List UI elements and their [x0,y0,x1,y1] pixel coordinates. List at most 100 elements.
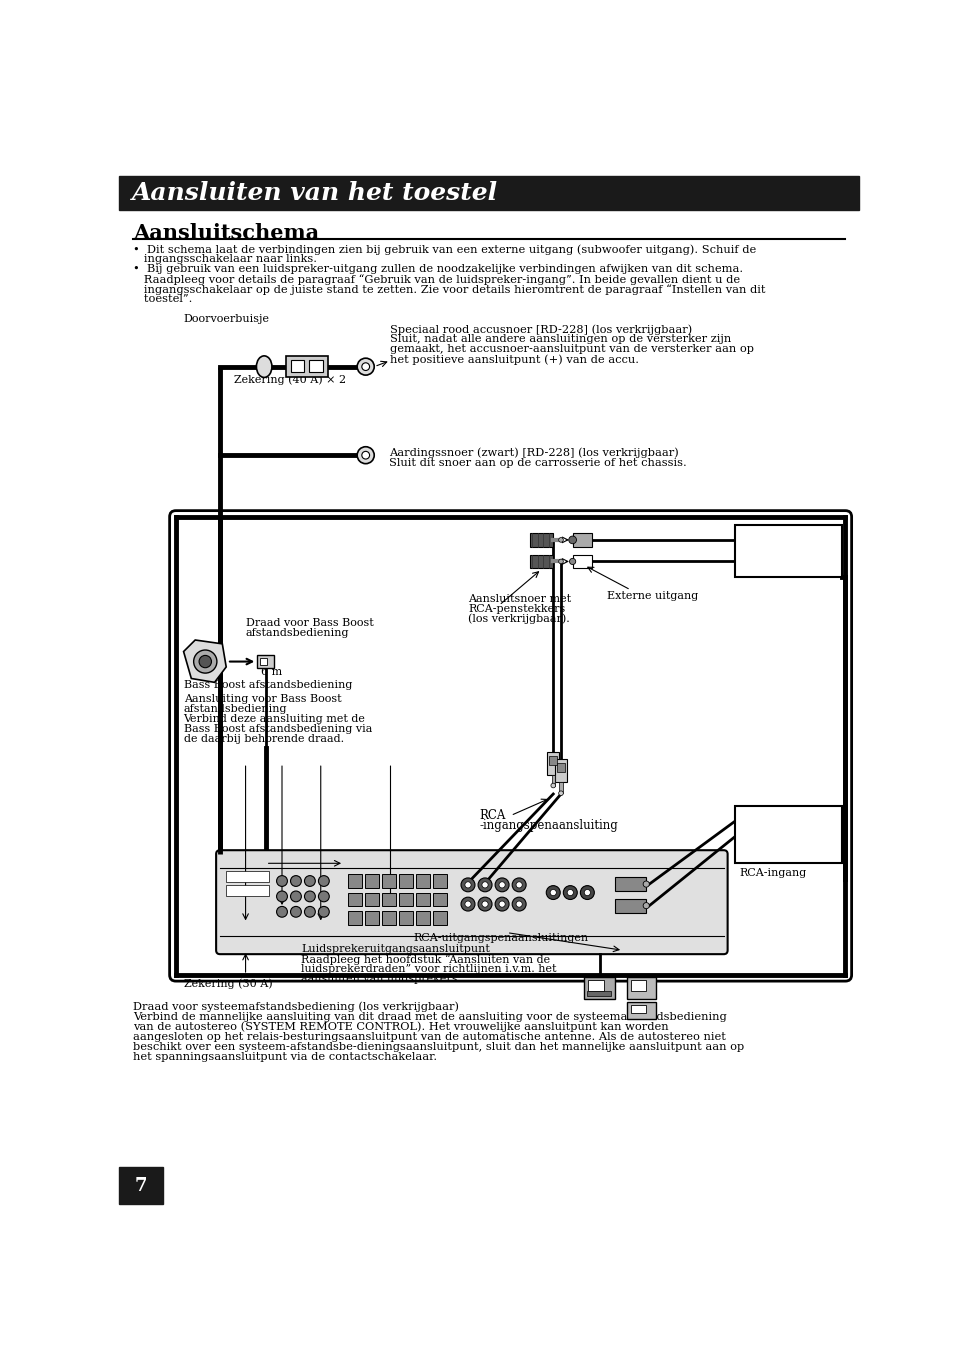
Circle shape [558,560,562,564]
Bar [615,898,645,912]
Text: 6 m: 6 m [261,667,282,678]
Circle shape [460,897,475,911]
Text: Sluit dit snoer aan op de carrosserie of het chassis.: Sluit dit snoer aan op de carrosserie of… [389,458,686,467]
Bar [626,977,656,999]
Circle shape [464,901,471,908]
Text: Draad voor Bass Boost: Draad voor Bass Boost [245,618,373,629]
Text: afstandsbediening: afstandsbediening [183,703,287,714]
Bar [558,782,562,793]
Circle shape [495,897,509,911]
Circle shape [550,783,555,787]
Text: -ingangspenaansluiting: -ingangspenaansluiting [479,820,618,832]
Bar [572,533,592,547]
Text: ingangsschakelaar op de juiste stand te zetten. Zie voor details hieromtrent de : ingangsschakelaar op de juiste stand te … [133,285,765,295]
Bar [630,980,645,991]
Circle shape [318,906,329,917]
Text: Autostereo met: Autostereo met [739,528,825,539]
Bar [433,874,447,888]
Circle shape [304,892,315,902]
Bar [735,524,841,577]
Circle shape [498,901,505,908]
Polygon shape [183,640,226,683]
Text: het spanningsaansluitpunt via de contactschakelaar.: het spanningsaansluitpunt via de contact… [133,1051,436,1062]
Circle shape [477,878,492,892]
Bar [381,874,395,888]
Text: Verbind deze aansluiting met de: Verbind deze aansluiting met de [183,714,365,724]
Bar [309,359,323,373]
Bar [555,759,567,782]
Bar [398,911,413,925]
Text: Aansluiten van het toestel: Aansluiten van het toestel [132,182,497,206]
Bar [286,356,328,378]
Bar [433,893,447,906]
Circle shape [498,882,505,888]
Text: luidsprekerdraden” voor richtlijnen i.v.m. het: luidsprekerdraden” voor richtlijnen i.v.… [301,965,557,974]
Bar [398,874,413,888]
Bar [615,877,645,892]
Bar [348,911,361,925]
Bar [557,763,564,772]
Text: Verbind de mannelijke aansluiting van dit draad met de aansluiting voor de syste: Verbind de mannelijke aansluiting van di… [133,1012,726,1022]
Circle shape [568,537,576,543]
Circle shape [356,358,374,375]
Text: Sluit, nadat alle andere aansluitingen op de versterker zijn: Sluit, nadat alle andere aansluitingen o… [390,335,731,344]
Circle shape [291,906,301,917]
Bar [549,756,557,764]
Text: Zekering (40 A) × 2: Zekering (40 A) × 2 [233,374,346,385]
Circle shape [276,892,287,902]
Text: Bass Boost afstandsbediening: Bass Boost afstandsbediening [183,680,352,690]
Text: Zekering (30 A): Zekering (30 A) [183,978,272,989]
Bar [416,911,430,925]
Circle shape [481,882,488,888]
Bar [348,893,361,906]
Circle shape [304,906,315,917]
Bar [583,977,615,999]
Bar [530,533,553,547]
Text: RCA-ingangspen-: RCA-ingangspen- [739,820,836,831]
Text: beschikt over een systeem-afstandsbe-dieningsaansluitpunt, sluit dan het manneli: beschikt over een systeem-afstandsbe-die… [133,1042,743,1051]
Text: RCA-penstekkers: RCA-penstekkers [468,604,565,614]
Circle shape [318,875,329,886]
Text: Externe uitgang: Externe uitgang [607,592,698,602]
Circle shape [495,878,509,892]
Circle shape [583,889,590,896]
Circle shape [276,875,287,886]
Text: toestel”.: toestel”. [133,294,193,305]
Circle shape [304,875,315,886]
Circle shape [460,878,475,892]
Bar [530,556,553,568]
Circle shape [193,650,216,673]
Bar [226,871,269,882]
Circle shape [481,901,488,908]
Circle shape [558,791,562,795]
Text: aansluiten van luidsprekers.: aansluiten van luidsprekers. [301,974,461,984]
Text: RCA-uitgangspenaansluitingen: RCA-uitgangspenaansluitingen [414,932,588,943]
Text: RCA-ingang: RCA-ingang [739,869,805,878]
Bar [226,885,269,896]
Circle shape [550,889,556,896]
Text: Aansluiting voor Bass Boost: Aansluiting voor Bass Boost [183,694,341,703]
Bar [365,874,378,888]
Text: Draad voor systeemafstandsbediening (los verkrijgbaar): Draad voor systeemafstandsbediening (los… [133,1001,458,1012]
Circle shape [516,901,521,908]
Text: Aardingssnoer (zwart) [RD-228] (los verkrijgbaar): Aardingssnoer (zwart) [RD-228] (los verk… [389,447,678,458]
Text: Aansluitsnoer met: Aansluitsnoer met [468,593,571,604]
Text: •  Dit schema laat de verbindingen zien bij gebruik van een externe uitgang (sub: • Dit schema laat de verbindingen zien b… [133,244,756,255]
Text: aansluitingen: aansluitingen [739,547,815,558]
Circle shape [276,906,287,917]
Bar [546,752,558,775]
Bar [257,656,274,668]
Text: van de autostereo (SYSTEM REMOTE CONTROL). Het vrouwelijke aansluitpunt kan word: van de autostereo (SYSTEM REMOTE CONTROL… [133,1022,668,1033]
Text: Aansluitschema: Aansluitschema [133,222,319,243]
Circle shape [546,886,559,900]
Bar [348,874,361,888]
Bar [119,1168,162,1205]
Text: RCA-uitgangspen-: RCA-uitgangspen- [739,538,841,549]
Bar [119,176,858,210]
Bar [551,775,555,786]
Circle shape [464,882,471,888]
Text: het positieve aansluitpunt (+) van de accu.: het positieve aansluitpunt (+) van de ac… [390,354,639,364]
Circle shape [291,875,301,886]
FancyBboxPatch shape [216,850,727,954]
Bar [586,991,611,996]
